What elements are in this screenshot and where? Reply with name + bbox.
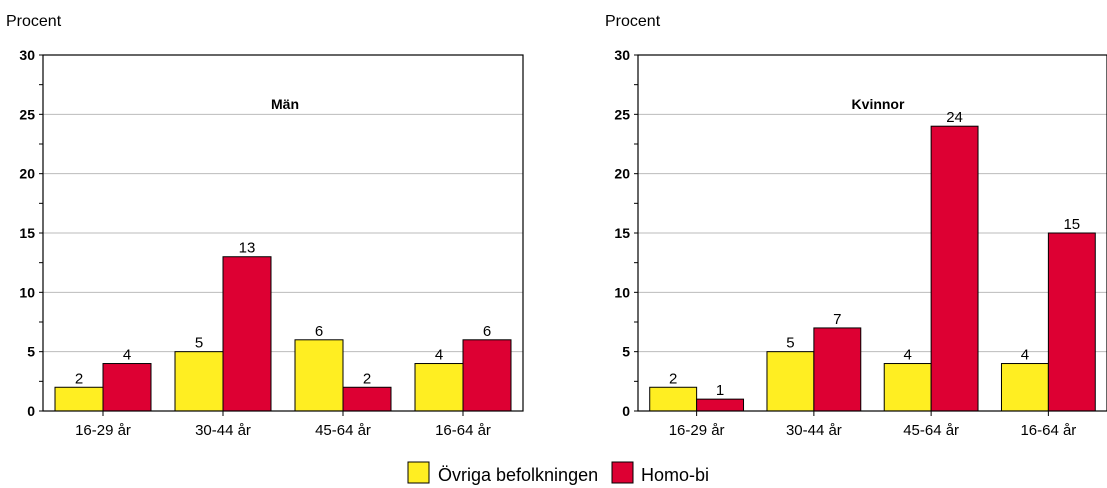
data-label: 5 (195, 335, 203, 352)
panel-title: Kvinnor (852, 96, 905, 112)
bar (222, 256, 272, 412)
bar (649, 386, 698, 412)
legend: Övriga befolkningen Homo-bi (407, 461, 709, 485)
bar (883, 363, 932, 412)
legend-label-ovriga: Övriga befolkningen (438, 465, 598, 485)
panel-women: Procent Kvinnor 0 5 10 15 20 25 30 2 1 16-29 år 5 7… (605, 13, 1107, 439)
data-label: 5 (786, 335, 794, 352)
y-axis-label: Procent (605, 13, 661, 30)
data-label: 15 (1063, 216, 1080, 233)
x-tick-label: 30-44 år (786, 422, 842, 439)
x-tick-label: 16-29 år (75, 422, 131, 439)
data-label: 13 (239, 240, 256, 257)
x-tick-label: 45-64 år (315, 422, 371, 439)
x-tick-label: 16-64 år (1020, 422, 1076, 439)
data-label: 4 (123, 347, 131, 364)
bar (930, 125, 979, 412)
data-label: 6 (483, 323, 491, 340)
bar (174, 351, 224, 412)
bar (813, 327, 862, 412)
y-tick-label: 10 (614, 284, 630, 300)
y-tick-label: 0 (622, 403, 630, 419)
bar (462, 339, 512, 412)
y-tick-label: 30 (19, 47, 35, 63)
y-tick-label: 15 (19, 225, 35, 241)
bar (102, 363, 152, 412)
data-label: 2 (669, 370, 677, 387)
data-label: 6 (315, 323, 323, 340)
legend-swatch-ovriga (407, 461, 430, 484)
y-tick-label: 5 (622, 344, 630, 360)
x-tick-label: 16-29 år (669, 422, 725, 439)
plot-frame (637, 54, 1107, 412)
data-label: 7 (833, 311, 841, 328)
y-tick-label: 30 (614, 47, 630, 63)
bar (1047, 232, 1096, 412)
panel-title: Män (271, 96, 299, 112)
bar (414, 363, 464, 412)
panel-men: Procent Män 0 5 10 15 20 25 30 2 4 16-29 år 5 13 30-… (6, 13, 524, 439)
x-tick-label: 16-64 år (435, 422, 491, 439)
bar (294, 339, 344, 412)
bar (696, 398, 745, 412)
data-label: 24 (946, 109, 963, 126)
bar (1000, 363, 1049, 412)
y-tick-label: 0 (27, 403, 35, 419)
y-tick-label: 5 (27, 344, 35, 360)
legend-label-homo-bi: Homo-bi (641, 465, 709, 485)
data-label: 2 (363, 370, 371, 387)
bar (54, 386, 104, 412)
y-axis-label: Procent (6, 13, 62, 30)
y-tick-label: 20 (19, 166, 35, 182)
data-label: 4 (435, 347, 443, 364)
data-label: 1 (716, 382, 724, 399)
y-tick-label: 10 (19, 284, 35, 300)
x-tick-label: 45-64 år (903, 422, 959, 439)
y-tick-label: 25 (614, 106, 630, 122)
bar (342, 386, 392, 412)
bar (766, 351, 815, 412)
y-tick-label: 25 (19, 106, 35, 122)
data-label: 4 (904, 347, 912, 364)
data-label: 4 (1021, 347, 1029, 364)
legend-swatch-homo-bi (611, 461, 634, 484)
x-tick-label: 30-44 år (195, 422, 251, 439)
plot-frame (42, 54, 524, 412)
data-label: 2 (75, 370, 83, 387)
y-tick-label: 20 (614, 166, 630, 182)
y-tick-label: 15 (614, 225, 630, 241)
